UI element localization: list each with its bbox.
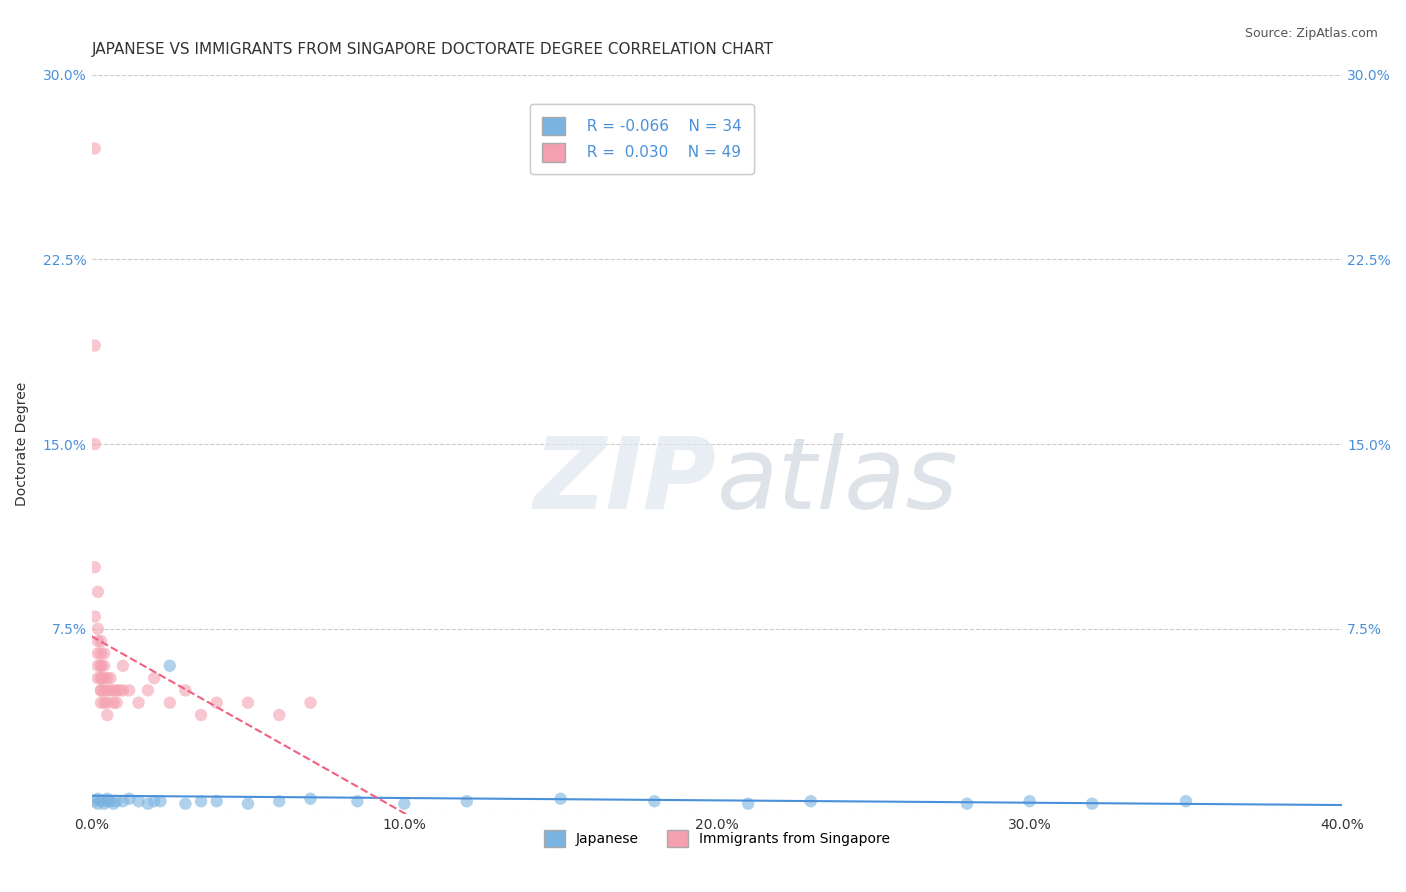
Point bbox=[93, 658, 115, 673]
Point bbox=[96, 671, 118, 685]
Point bbox=[737, 797, 759, 811]
Point bbox=[93, 671, 115, 685]
Point bbox=[96, 794, 118, 808]
Point bbox=[205, 696, 228, 710]
Point bbox=[103, 797, 125, 811]
Point bbox=[90, 794, 112, 808]
Text: ZIP: ZIP bbox=[534, 433, 717, 530]
Point bbox=[87, 622, 110, 636]
Point bbox=[143, 794, 166, 808]
Text: atlas: atlas bbox=[717, 433, 959, 530]
Point bbox=[190, 794, 212, 808]
Point bbox=[90, 658, 112, 673]
Point bbox=[1081, 797, 1104, 811]
Point bbox=[96, 683, 118, 698]
Point bbox=[149, 794, 172, 808]
Point bbox=[93, 797, 115, 811]
Point bbox=[394, 797, 416, 811]
Point bbox=[550, 791, 572, 805]
Point bbox=[87, 671, 110, 685]
Y-axis label: Doctorate Degree: Doctorate Degree bbox=[15, 382, 30, 506]
Point bbox=[456, 794, 478, 808]
Point bbox=[96, 708, 118, 723]
Point bbox=[269, 708, 291, 723]
Point bbox=[83, 141, 105, 155]
Point bbox=[159, 658, 181, 673]
Point bbox=[90, 634, 112, 648]
Point bbox=[93, 683, 115, 698]
Point bbox=[93, 647, 115, 661]
Legend:   R = -0.066    N = 34,   R =  0.030    N = 49: R = -0.066 N = 34, R = 0.030 N = 49 bbox=[530, 104, 754, 174]
Point bbox=[100, 794, 122, 808]
Point bbox=[111, 794, 134, 808]
Point bbox=[643, 794, 665, 808]
Point bbox=[87, 647, 110, 661]
Point bbox=[236, 696, 259, 710]
Point bbox=[174, 683, 197, 698]
Text: JAPANESE VS IMMIGRANTS FROM SINGAPORE DOCTORATE DEGREE CORRELATION CHART: JAPANESE VS IMMIGRANTS FROM SINGAPORE DO… bbox=[91, 42, 773, 57]
Point bbox=[105, 794, 128, 808]
Point bbox=[108, 683, 131, 698]
Point bbox=[83, 560, 105, 574]
Point bbox=[800, 794, 823, 808]
Point bbox=[118, 791, 141, 805]
Point bbox=[96, 791, 118, 805]
Point bbox=[90, 683, 112, 698]
Point bbox=[105, 696, 128, 710]
Point bbox=[83, 794, 105, 808]
Point bbox=[96, 696, 118, 710]
Point bbox=[90, 671, 112, 685]
Point bbox=[93, 696, 115, 710]
Point bbox=[136, 683, 159, 698]
Point bbox=[87, 634, 110, 648]
Point bbox=[190, 708, 212, 723]
Point bbox=[100, 671, 122, 685]
Point bbox=[103, 683, 125, 698]
Point bbox=[90, 696, 112, 710]
Point bbox=[174, 797, 197, 811]
Point bbox=[90, 683, 112, 698]
Point bbox=[83, 609, 105, 624]
Point bbox=[346, 794, 368, 808]
Point bbox=[299, 791, 322, 805]
Point bbox=[103, 696, 125, 710]
Point bbox=[1018, 794, 1040, 808]
Point bbox=[87, 658, 110, 673]
Point bbox=[128, 794, 150, 808]
Point bbox=[87, 585, 110, 599]
Point bbox=[128, 696, 150, 710]
Point bbox=[87, 791, 110, 805]
Point bbox=[90, 647, 112, 661]
Point bbox=[118, 683, 141, 698]
Point bbox=[956, 797, 979, 811]
Point bbox=[90, 658, 112, 673]
Point bbox=[159, 696, 181, 710]
Point bbox=[143, 671, 166, 685]
Point bbox=[83, 437, 105, 451]
Point bbox=[299, 696, 322, 710]
Point bbox=[111, 658, 134, 673]
Point bbox=[205, 794, 228, 808]
Point bbox=[105, 683, 128, 698]
Point bbox=[1174, 794, 1197, 808]
Point bbox=[90, 671, 112, 685]
Point bbox=[111, 683, 134, 698]
Text: Source: ZipAtlas.com: Source: ZipAtlas.com bbox=[1244, 27, 1378, 40]
Point bbox=[100, 683, 122, 698]
Point bbox=[236, 797, 259, 811]
Point bbox=[83, 338, 105, 352]
Point bbox=[136, 797, 159, 811]
Point bbox=[87, 797, 110, 811]
Point bbox=[269, 794, 291, 808]
